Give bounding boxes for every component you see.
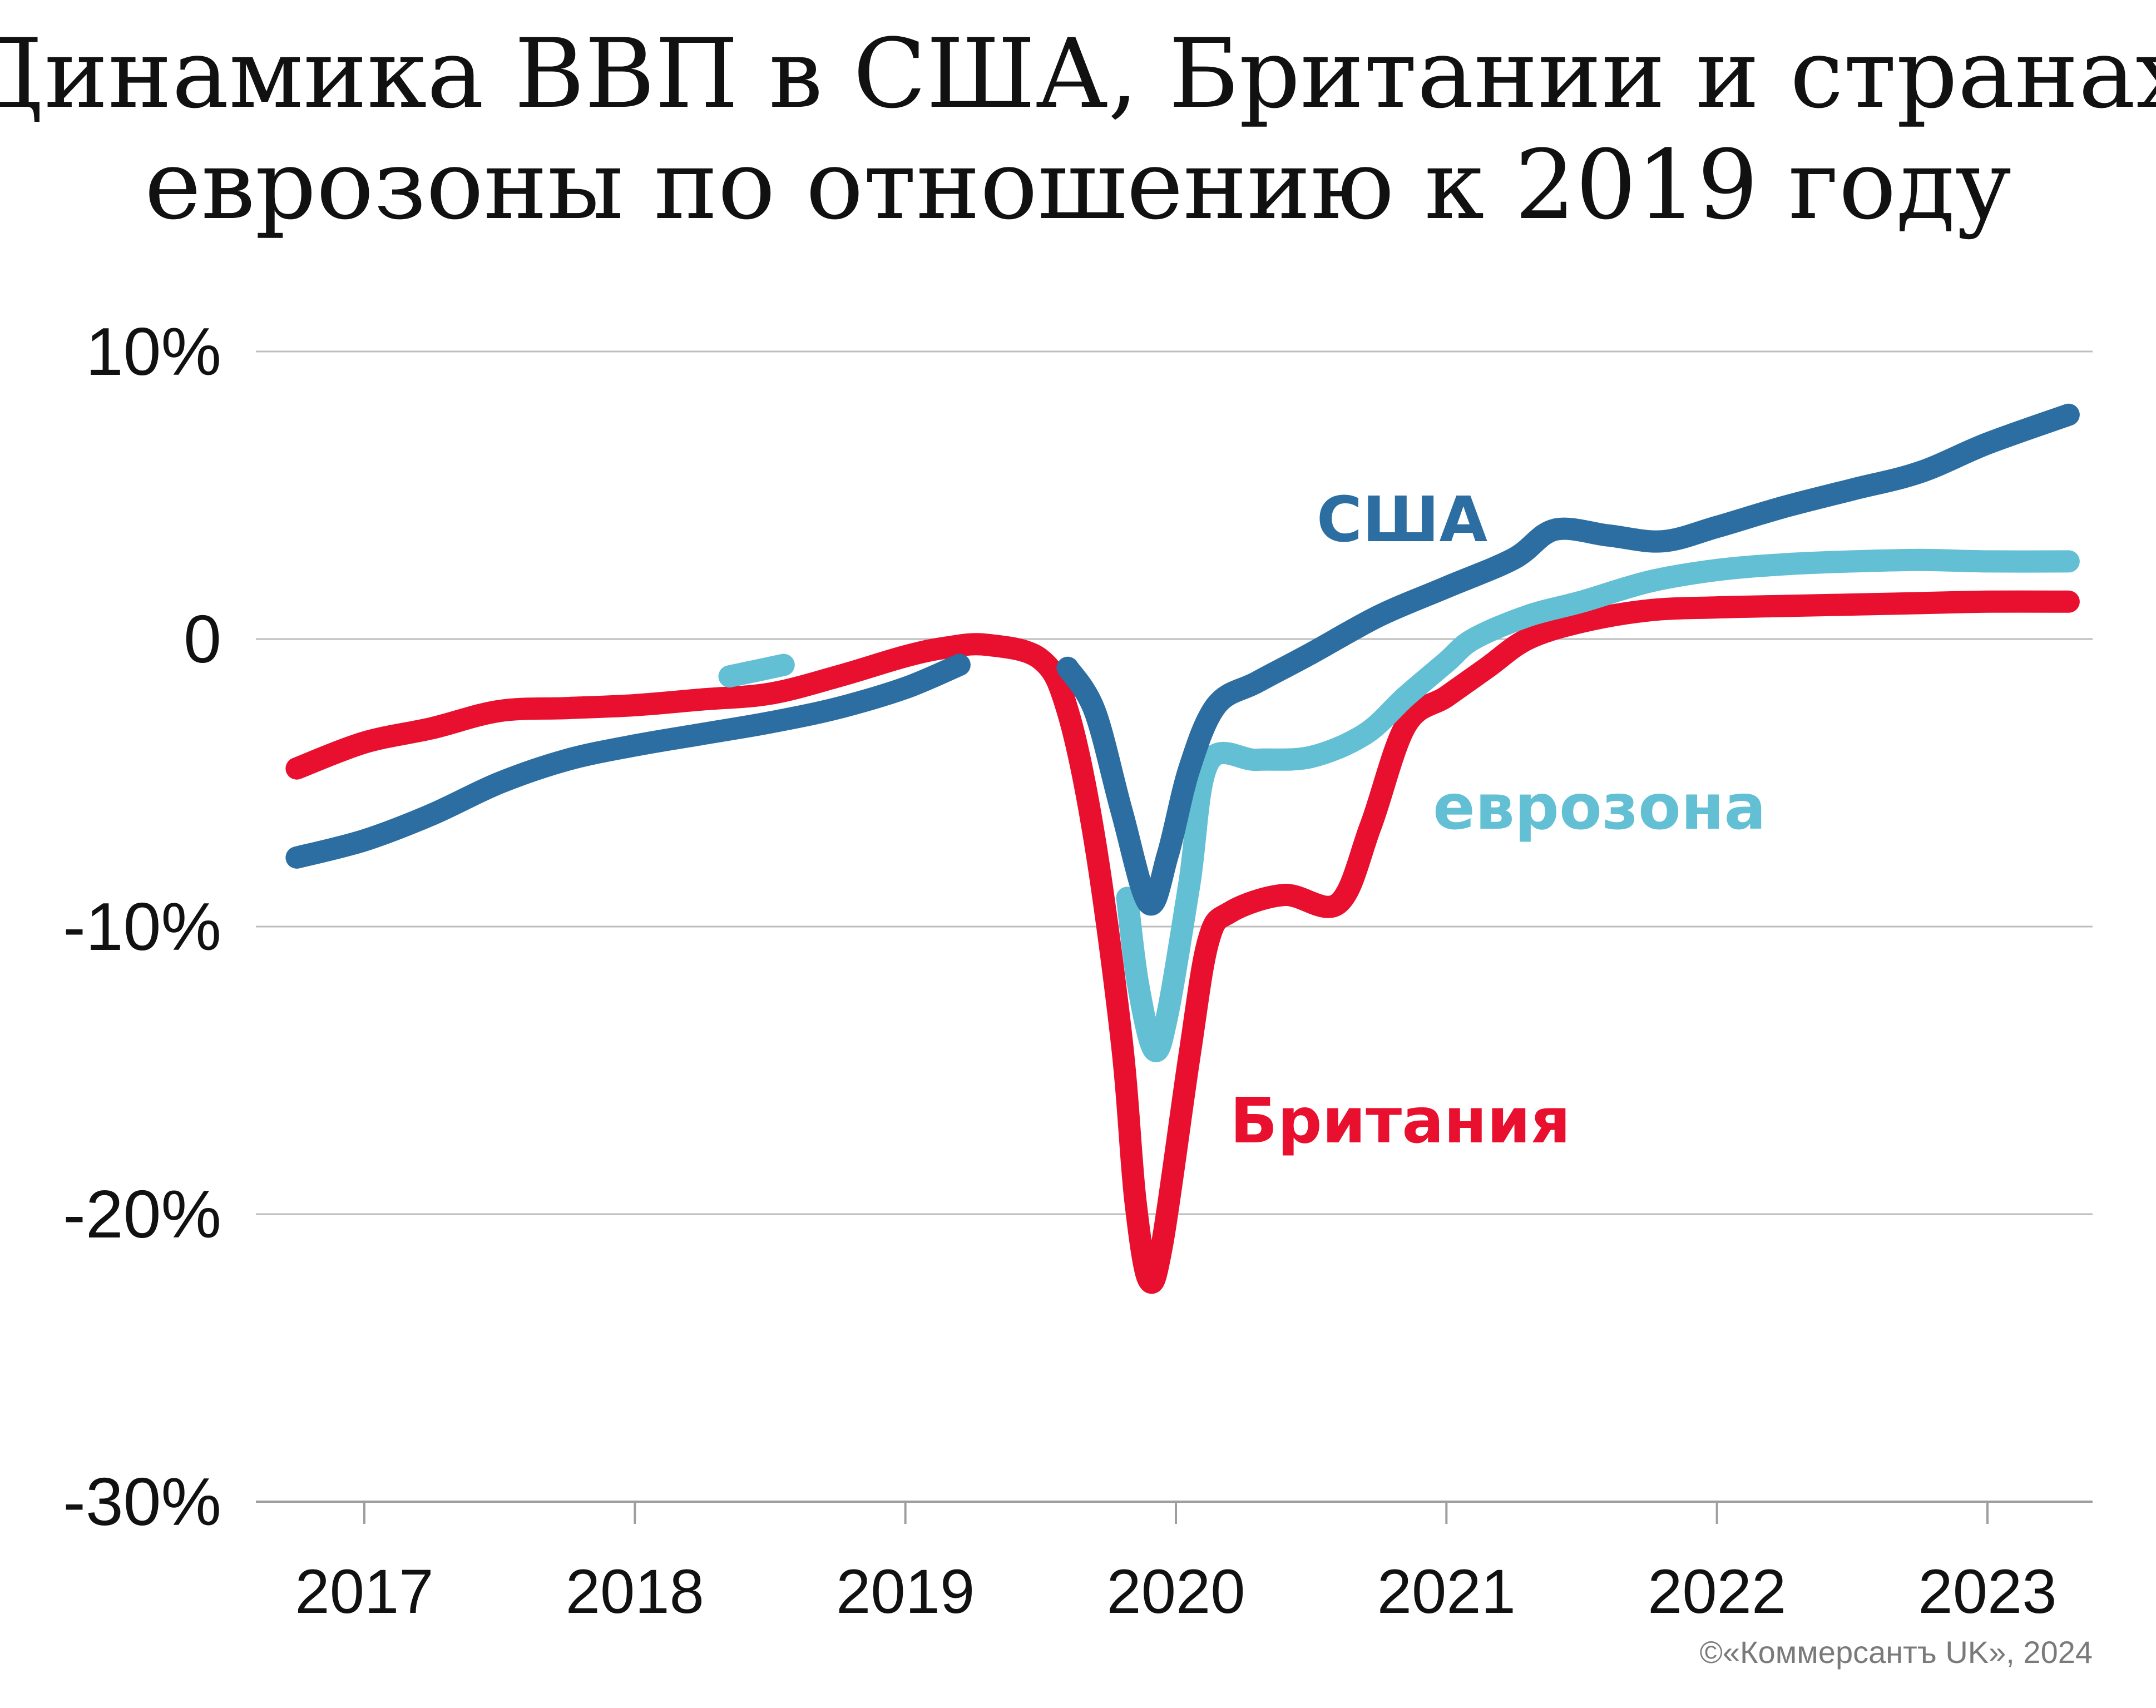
x-tick-label: 2019 [836, 1557, 975, 1626]
chart-title-line-2: еврозоны по отношению к 2019 году [145, 129, 2011, 241]
source-credit: ©«Коммерсантъ UK», 2024 [1700, 1635, 2093, 1670]
x-tick-label: 2022 [1648, 1557, 1786, 1626]
series-layer [285, 403, 2080, 1294]
series-line-еврозона-1 [1116, 548, 2080, 1062]
series-line-Британия-0 [285, 590, 2080, 1294]
y-tick-label: -10% [63, 889, 221, 964]
y-tick-label: 10% [86, 314, 221, 389]
series-labels: Британия еврозона США [1230, 484, 1766, 1157]
x-tick-label: 2021 [1377, 1557, 1516, 1626]
y-tick-label: -30% [63, 1464, 221, 1539]
series-line-США-0 [285, 654, 971, 869]
x-tick-label: 2018 [566, 1557, 704, 1626]
series-line-еврозона-0 [718, 654, 795, 688]
grid: 10% 0 -10% -20% -30% [63, 314, 2093, 1539]
x-axis: 2017 2018 2019 2020 2021 2022 2023 [295, 1502, 2057, 1626]
x-tick-label: 2023 [1918, 1557, 2056, 1626]
series-label-Британия: Британия [1230, 1085, 1570, 1157]
x-tick-label: 2020 [1106, 1557, 1245, 1626]
y-tick-label: 0 [184, 601, 221, 677]
chart-title-line-1: Динамика ВВП в США, Британии и странах [0, 18, 2156, 130]
series-label-США: США [1317, 484, 1488, 556]
series-line-США-1 [1056, 403, 2080, 916]
y-tick-label: -20% [63, 1176, 221, 1252]
x-tick-label: 2017 [295, 1557, 433, 1626]
series-label-еврозона: еврозона [1433, 771, 1766, 844]
